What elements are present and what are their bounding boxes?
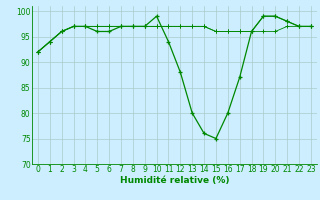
X-axis label: Humidité relative (%): Humidité relative (%) xyxy=(120,176,229,185)
